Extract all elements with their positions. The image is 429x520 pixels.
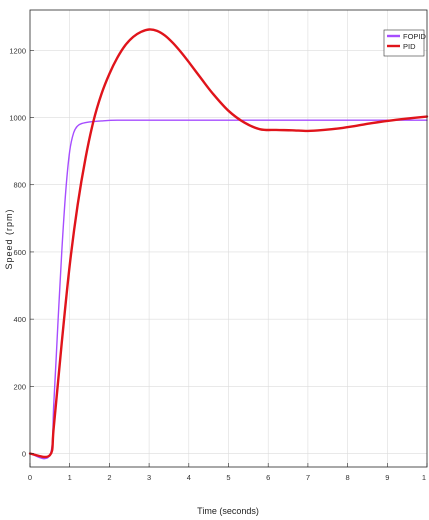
legend-label-fopid: FOPID bbox=[403, 32, 427, 41]
grid bbox=[30, 10, 427, 467]
x-tick-label: 5 bbox=[226, 473, 230, 482]
x-tick-label: 4 bbox=[187, 473, 191, 482]
series-layer bbox=[28, 28, 429, 460]
y-tick-label: 600 bbox=[13, 248, 26, 257]
x-tick-label: 7 bbox=[306, 473, 310, 482]
y-axis-label: Speed (rpm) bbox=[4, 208, 14, 269]
x-tick-label: 9 bbox=[385, 473, 389, 482]
x-tick-label: 2 bbox=[107, 473, 111, 482]
y-tick-label: 0 bbox=[22, 450, 26, 459]
x-tick-label: 6 bbox=[266, 473, 270, 482]
y-tick-label: 200 bbox=[13, 382, 26, 391]
y-tick-label: 800 bbox=[13, 181, 26, 190]
x-tick-label: 1 bbox=[422, 473, 426, 482]
series-line-fopid bbox=[29, 119, 428, 460]
x-tick-label: 3 bbox=[147, 473, 151, 482]
x-tick-label: 0 bbox=[28, 473, 32, 482]
y-tick-label: 400 bbox=[13, 315, 26, 324]
y-tick-label: 1200 bbox=[9, 46, 26, 55]
y-tick-label: 1000 bbox=[9, 114, 26, 123]
legend-label-pid: PID bbox=[403, 42, 416, 51]
legend-box bbox=[383, 29, 425, 57]
x-tick-label: 1 bbox=[68, 473, 72, 482]
series-line-pid bbox=[28, 28, 429, 459]
x-tick-label: 8 bbox=[346, 473, 350, 482]
x-axis-label: Time (seconds) bbox=[197, 506, 259, 516]
